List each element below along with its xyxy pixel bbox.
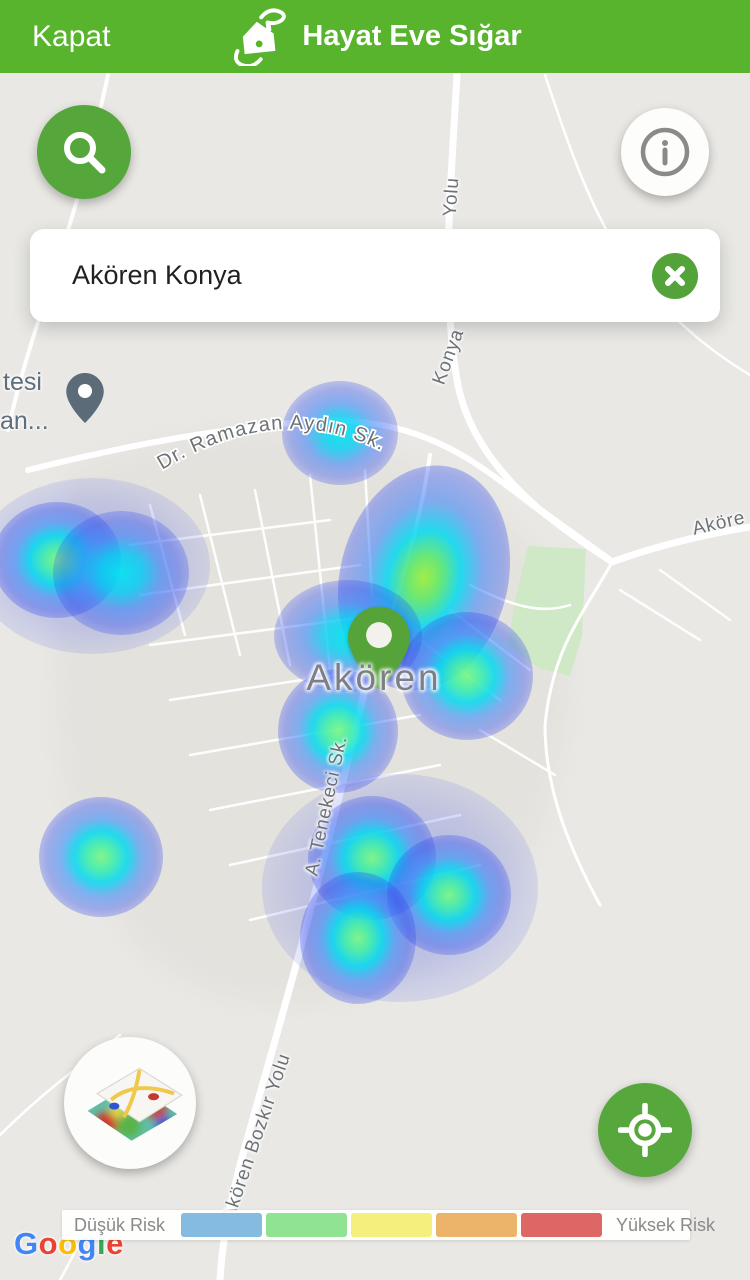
place-label: Akören — [306, 657, 442, 698]
legend-swatch — [351, 1213, 433, 1237]
hands-house-icon — [233, 8, 286, 66]
crosshair-icon — [618, 1103, 672, 1157]
urban-area — [54, 431, 570, 1005]
legend-swatch — [521, 1213, 603, 1237]
app-title: Hayat Eve Sığar — [302, 20, 522, 52]
search-input[interactable] — [72, 260, 652, 291]
clear-search-button[interactable] — [652, 252, 698, 299]
legend-swatch — [181, 1213, 263, 1237]
map-type-button[interactable] — [64, 1037, 196, 1169]
legend-swatches — [181, 1213, 603, 1237]
poi-pin[interactable] — [66, 373, 104, 423]
legend-high-label: Yüksek Risk — [616, 1214, 716, 1235]
close-icon — [665, 265, 685, 286]
legend-swatch — [266, 1213, 348, 1237]
info-button[interactable] — [621, 108, 709, 196]
search-button[interactable] — [37, 105, 131, 199]
app-header: Kapat Hayat Eve Sığar — [0, 0, 750, 73]
locate-button[interactable] — [598, 1083, 692, 1177]
poi-label-line1: tesi — [3, 368, 42, 396]
poi-label-line2: an... — [0, 407, 49, 435]
app-brand: Hayat Eve Sığar — [228, 8, 522, 66]
legend-low-label: Düşük Risk — [74, 1214, 166, 1235]
legend-swatch — [436, 1213, 518, 1237]
selected-location-pin[interactable] — [348, 606, 410, 690]
search-icon — [64, 132, 106, 174]
layers-icon — [87, 1067, 183, 1141]
search-bar — [30, 229, 720, 322]
close-button[interactable]: Kapat — [32, 19, 111, 53]
street-label-yolu: Yolu — [439, 176, 464, 218]
info-icon — [640, 127, 690, 177]
risk-legend: Düşük Risk Yüksek Risk — [62, 1210, 715, 1240]
